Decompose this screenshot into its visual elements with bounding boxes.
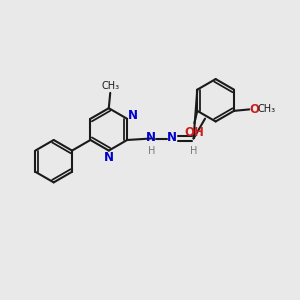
Text: H: H (190, 146, 198, 156)
Text: OH: OH (184, 126, 204, 139)
Text: N: N (146, 131, 156, 144)
Text: N: N (104, 151, 114, 164)
Text: CH₃: CH₃ (101, 81, 119, 91)
Text: N: N (128, 109, 138, 122)
Text: CH₃: CH₃ (258, 104, 276, 114)
Text: O: O (250, 103, 260, 116)
Text: N: N (167, 131, 177, 144)
Text: H: H (148, 146, 155, 156)
